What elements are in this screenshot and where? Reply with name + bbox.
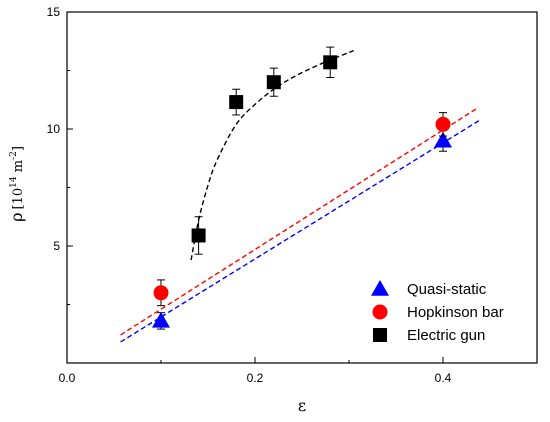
legend-label: Electric gun <box>407 327 485 344</box>
data-point <box>153 285 169 301</box>
data-point <box>323 55 338 70</box>
data-point <box>435 116 451 132</box>
x-tick-label: 0.0 <box>59 371 76 385</box>
legend-marker <box>373 328 387 342</box>
data-point <box>229 95 244 110</box>
axes: 0.0 0.2 0.4 5 10 15 <box>47 5 538 385</box>
fit-lines <box>120 49 481 343</box>
data-point <box>266 75 281 90</box>
y-tick-label: 10 <box>47 122 61 136</box>
legend: Quasi-static Hopkinson bar Electric gun <box>371 280 504 344</box>
y-tick-label: 5 <box>53 239 60 253</box>
data-point <box>191 228 206 243</box>
x-tick-label: 0.4 <box>435 371 452 385</box>
fit-curve <box>190 49 354 261</box>
legend-label: Hopkinson bar <box>407 304 504 321</box>
legend-label: Quasi-static <box>407 281 487 298</box>
legend-marker <box>372 304 388 320</box>
data-point <box>152 311 170 328</box>
x-tick-label: 0.2 <box>247 371 264 385</box>
fit-line <box>120 108 477 336</box>
data-point <box>434 131 452 148</box>
y-axis-title: ρ[1014 m-2] <box>7 146 26 222</box>
data-markers <box>152 46 452 330</box>
fit-line <box>120 119 481 343</box>
x-axis-title: ε <box>298 396 306 415</box>
y-tick-label: 15 <box>47 5 61 19</box>
legend-marker <box>371 280 389 296</box>
